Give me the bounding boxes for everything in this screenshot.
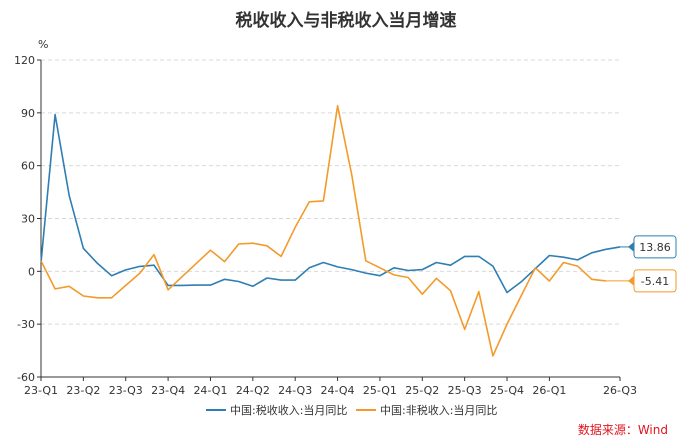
legend-label: 中国:非税收入:当月同比 — [380, 403, 497, 417]
end-callouts: 13.86 -5.41 — [605, 235, 677, 293]
x-tick-label: 25-Q2 — [405, 384, 439, 397]
x-tick-label: 26-Q3 — [603, 384, 637, 397]
x-tick-label: 23-Q3 — [109, 384, 143, 397]
grid — [41, 59, 620, 325]
y-tick-label: 0 — [28, 265, 35, 278]
end-value-label: 13.86 — [639, 241, 671, 254]
y-tick-label: 30 — [21, 213, 35, 226]
callout-box — [633, 269, 677, 293]
series-layer — [40, 105, 621, 357]
y-unit-label: % — [38, 38, 48, 51]
x-tick-label: 24-Q3 — [278, 384, 312, 397]
legend: 中国:税收收入:当月同比 中国:非税收入:当月同比 — [206, 403, 497, 417]
callout-pointer — [628, 275, 634, 286]
callout-pointer — [628, 241, 634, 252]
y-tick-label: -60 — [17, 371, 35, 384]
source-note: 数据来源：Wind — [578, 422, 668, 437]
x-tick-label: 24-Q4 — [321, 384, 355, 397]
end-value-label: -5.41 — [641, 275, 669, 288]
y-tick-label: 60 — [21, 160, 35, 173]
x-tick-label: 23-Q1 — [24, 384, 58, 397]
y-tick-label: 90 — [21, 107, 35, 120]
x-tick-label: 23-Q2 — [66, 384, 100, 397]
y-tick-label: -30 — [17, 318, 35, 331]
axes: -60 -30 0 30 60 90 120 23-Q1 23-Q2 23-Q3 23-Q4 24-Q… — [14, 54, 637, 397]
x-tick-label: 25-Q1 — [363, 384, 397, 397]
series-line-2 — [40, 105, 606, 357]
x-tick-label: 24-Q2 — [236, 384, 270, 397]
x-tick-label: 26-Q1 — [532, 384, 566, 397]
legend-label: 中国:税收收入:当月同比 — [230, 403, 347, 417]
chart-title: 税收收入与非税收入当月增速 — [236, 10, 457, 31]
y-tick-label: 120 — [14, 54, 35, 67]
callout-box — [633, 235, 677, 259]
series-line-1 — [40, 113, 621, 294]
x-tick-label: 25-Q4 — [490, 384, 524, 397]
x-tick-label: 24-Q1 — [193, 384, 227, 397]
x-tick-label: 25-Q3 — [448, 384, 482, 397]
x-tick-label: 23-Q4 — [151, 384, 185, 397]
